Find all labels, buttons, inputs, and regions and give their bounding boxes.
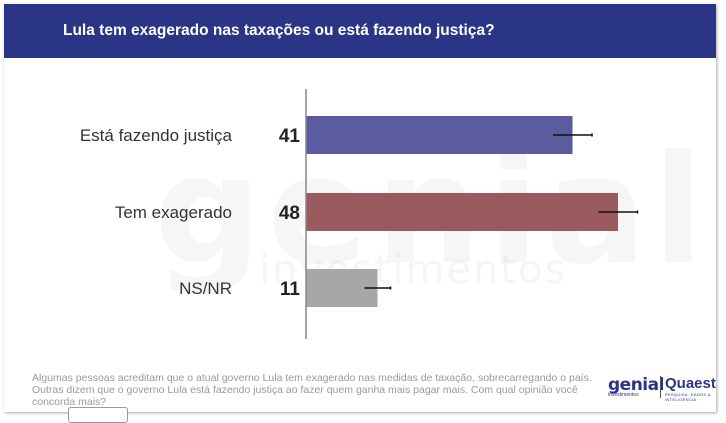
category-label-1: Tem exagerado <box>115 203 232 222</box>
bar-1 <box>306 193 618 231</box>
slide-frame: Lula tem exagerado nas taxações ou está … <box>4 4 716 412</box>
data-label-1: 48 <box>279 203 300 224</box>
data-label-0: 41 <box>279 126 301 147</box>
sheet-tab[interactable] <box>68 407 128 423</box>
quaest-logo-subtitle: PESQUISA, DADOS & INTELIGÊNCIA <box>665 392 711 402</box>
header-bar: Lula tem exagerado nas taxações ou está … <box>4 4 716 58</box>
bar-0 <box>306 116 573 154</box>
logo-divider <box>660 376 661 398</box>
question-footnote: Algumas pessoas acreditam que o atual go… <box>32 372 592 408</box>
category-label-2: NS/NR <box>179 279 232 298</box>
category-label-0: Está fazendo justiça <box>80 126 233 145</box>
quaest-logo: Quaest <box>665 375 716 392</box>
bar-chart: Está fazendo justiça 41 Tem exagerado 48 NS/… <box>80 89 639 339</box>
genial-logo-subtitle: investimentos <box>608 392 639 398</box>
data-label-2: 11 <box>280 279 301 300</box>
chart-title: Lula tem exagerado nas taxações ou está … <box>63 22 495 39</box>
genial-logo: genial <box>608 375 664 395</box>
